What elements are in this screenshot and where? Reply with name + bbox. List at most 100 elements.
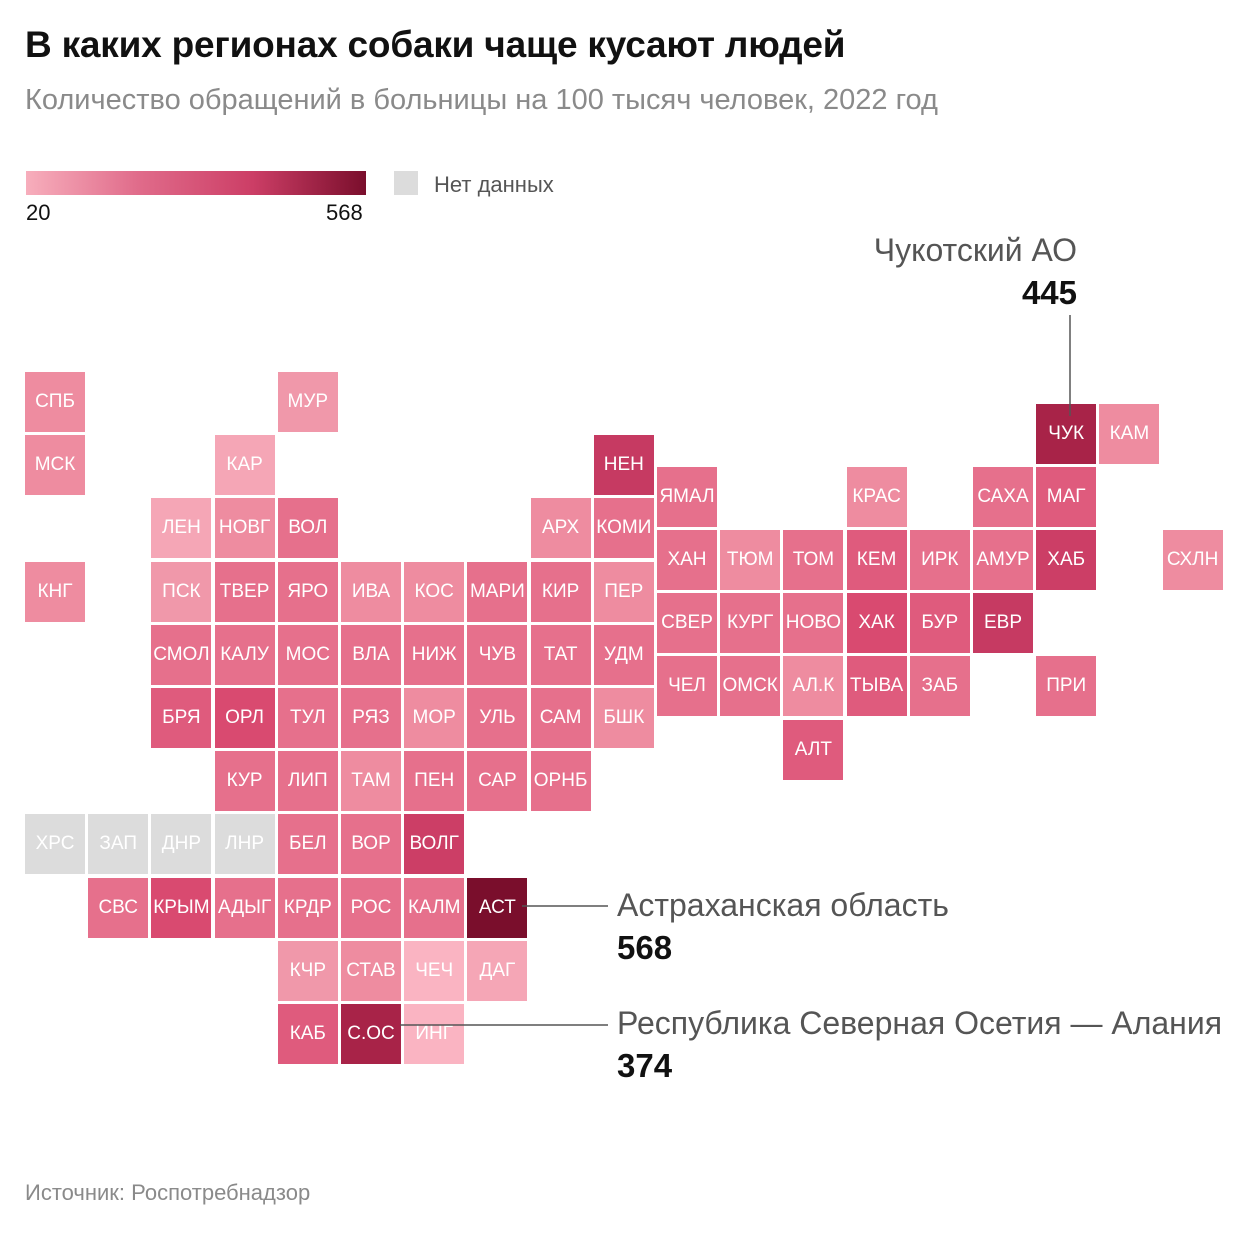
region-tile-сар: САР <box>466 750 529 813</box>
region-tile-кнг: КНГ <box>24 560 86 623</box>
region-tile-став: СТАВ <box>340 939 402 1002</box>
region-tile-вла: ВЛА <box>340 623 402 686</box>
region-tile-чук: ЧУК <box>1035 402 1098 465</box>
region-tile-крым: КРЫМ <box>150 876 213 939</box>
region-tile-кир: КИР <box>529 560 592 623</box>
callout-north-ossetia-name: Республика Северная Осетия — Алания <box>617 1005 1223 1041</box>
chart-title: В каких регионах собаки чаще кусают люде… <box>25 24 846 65</box>
region-tile-бел: БЕЛ <box>276 813 339 876</box>
region-tile-мск: МСК <box>24 434 86 497</box>
region-tile-калм: КАЛМ <box>403 876 466 939</box>
region-tile-нен: НЕН <box>592 434 655 497</box>
region-tile-при: ПРИ <box>1035 655 1098 718</box>
region-tile-удм: УДМ <box>592 623 655 686</box>
region-tile-хрс: ХРС <box>24 813 86 876</box>
region-tile-зап: ЗАП <box>87 813 150 876</box>
region-tile-кур: КУР <box>213 750 276 813</box>
region-tile-омск: ОМСК <box>719 655 782 718</box>
region-tile-тюм: ТЮМ <box>719 529 782 591</box>
region-tile-лен: ЛЕН <box>150 497 213 560</box>
region-tile-вор: ВОР <box>340 813 402 876</box>
region-tile-орнб: ОРНБ <box>529 750 592 813</box>
region-tile-пер: ПЕР <box>592 560 655 623</box>
region-tile-хан: ХАН <box>656 529 718 591</box>
region-tile-тат: ТАТ <box>529 623 592 686</box>
region-tile-сам: САМ <box>529 687 592 749</box>
region-tile-кчр: КЧР <box>276 939 339 1002</box>
callout-north-ossetia-value: 374 <box>617 1047 673 1084</box>
region-tile-инг: ИНГ <box>403 1003 466 1065</box>
region-tile-крдр: КРДР <box>276 876 339 939</box>
region-tile-алт: АЛТ <box>782 718 845 781</box>
region-tile-евр: ЕВР <box>972 592 1034 655</box>
region-tile-мур: МУР <box>276 371 339 433</box>
region-tile-чел: ЧЕЛ <box>656 655 718 718</box>
region-tile-свс: СВС <box>87 876 150 939</box>
region-tile-кар: КАР <box>213 434 276 497</box>
callout-astrakhan-name: Астраханская область <box>617 887 949 923</box>
region-tile-схлн: СХЛН <box>1161 529 1224 591</box>
legend-no-data-label: Нет данных <box>434 172 554 197</box>
region-tile-кам: КАМ <box>1098 402 1161 465</box>
region-tile-ниж: НИЖ <box>403 623 466 686</box>
region-tile-лнр: ЛНР <box>213 813 276 876</box>
region-tile-пск: ПСК <box>150 560 213 623</box>
region-tile-лип: ЛИП <box>276 750 339 813</box>
region-tile-ново: НОВО <box>782 592 845 655</box>
region-tile-ирк: ИРК <box>908 529 971 591</box>
region-tile-кос: КОС <box>403 560 466 623</box>
region-tile-волг: ВОЛГ <box>403 813 466 876</box>
region-tile-мос: МОС <box>276 623 339 686</box>
region-tile-аст: АСТ <box>466 876 529 939</box>
region-tile-смол: СМОЛ <box>150 623 213 686</box>
region-tile-кем: КЕМ <box>845 529 908 591</box>
region-tile-днр: ДНР <box>150 813 213 876</box>
region-tile-коми: КОМИ <box>592 497 655 560</box>
region-tile-заб: ЗАБ <box>908 655 971 718</box>
region-tile-твер: ТВЕР <box>213 560 276 623</box>
region-tile-маг: МАГ <box>1035 465 1098 528</box>
region-tile-крас: КРАС <box>845 465 908 528</box>
region-tile-тыва: ТЫВА <box>845 655 908 718</box>
region-tile-кург: КУРГ <box>719 592 782 655</box>
region-tile-бшк: БШК <box>592 687 655 749</box>
region-tile-алк: АЛ.К <box>782 655 845 718</box>
legend-no-data-swatch <box>394 171 418 195</box>
region-tile-рос: РОС <box>340 876 402 939</box>
region-tile-ряз: РЯЗ <box>340 687 402 749</box>
region-tile-бря: БРЯ <box>150 687 213 749</box>
region-tile-амур: АМУР <box>972 529 1034 591</box>
region-tile-каб: КАБ <box>276 1003 339 1065</box>
region-tile-уль: УЛЬ <box>466 687 529 749</box>
region-tile-саха: САХА <box>972 465 1034 528</box>
region-tile-ямал: ЯМАЛ <box>656 465 718 528</box>
chart-subtitle: Количество обращений в больницы на 100 т… <box>25 84 938 116</box>
region-tile-мари: МАРИ <box>466 560 529 623</box>
region-tile-новг: НОВГ <box>213 497 276 560</box>
callout-astrakhan-value: 568 <box>617 929 673 966</box>
region-tile-бур: БУР <box>908 592 971 655</box>
source-note: Источник: Роспотребнадзор <box>25 1180 311 1205</box>
region-tile-орл: ОРЛ <box>213 687 276 749</box>
region-tile-хак: ХАК <box>845 592 908 655</box>
region-tile-чеч: ЧЕЧ <box>403 939 466 1002</box>
region-tile-адыг: АДЫГ <box>213 876 276 939</box>
callout-chukotka-name: Чукотский АО <box>873 232 1077 268</box>
region-tile-ива: ИВА <box>340 560 402 623</box>
region-tile-том: ТОМ <box>782 529 845 591</box>
region-tile-калу: КАЛУ <box>213 623 276 686</box>
callout-chukotka-value: 445 <box>1021 274 1077 311</box>
region-tile-тул: ТУЛ <box>276 687 339 749</box>
region-tile-яро: ЯРО <box>276 560 339 623</box>
region-tile-там: ТАМ <box>340 750 402 813</box>
region-tile-спб: СПБ <box>24 371 86 433</box>
region-tile-даг: ДАГ <box>466 939 529 1002</box>
legend-max-label: 568 <box>326 200 363 225</box>
region-tile-вол: ВОЛ <box>276 497 339 560</box>
region-tile-мор: МОР <box>403 687 466 749</box>
legend-color-scale <box>26 171 366 195</box>
region-tile-свер: СВЕР <box>656 592 718 655</box>
legend-min-label: 20 <box>26 200 51 225</box>
